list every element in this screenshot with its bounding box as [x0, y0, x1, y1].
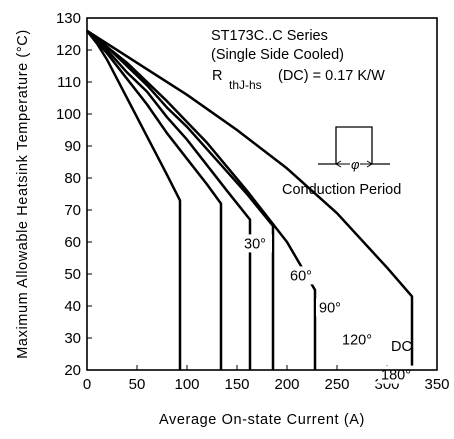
y-tick-label: 120 [56, 42, 81, 59]
rth-symbol: R [212, 68, 222, 84]
y-tick-label: 100 [56, 106, 81, 123]
y-tick-label: 20 [64, 362, 81, 379]
y-tick-label: 60 [64, 234, 81, 251]
y-tick-label: 30 [64, 330, 81, 347]
y-axis-label: Maximum Allowable Heatsink Temperature (… [15, 29, 31, 359]
series-line-2 [86, 29, 252, 370]
rth-value: (DC) = 0.17 K/W [278, 68, 385, 84]
conduction-period-label: Conduction Period [282, 182, 401, 198]
x-tick-label: 100 [174, 376, 199, 393]
series-label-5: DC [391, 339, 412, 355]
cooling-type: (Single Side Cooled) [211, 47, 344, 63]
phi-symbol: φ [351, 157, 360, 172]
series-label-bg [388, 336, 410, 355]
series-labels: 30° 60° 90°120° 180° DC [241, 234, 418, 384]
series-label-bg [316, 298, 347, 317]
series-label-4: 180° [381, 368, 411, 384]
x-tick-label: 250 [324, 376, 349, 393]
conduction-arrow [335, 160, 373, 168]
x-tick-label: 50 [129, 376, 146, 393]
x-tick-label: 350 [424, 376, 449, 393]
series-label-bg [241, 234, 272, 253]
x-axis-label: Average On-state Current (A) [159, 412, 365, 428]
annotation-box: ST173C..C Series (Single Side Cooled) R … [211, 28, 385, 92]
y-tick-label: 40 [64, 298, 81, 315]
series-label-bg [339, 330, 379, 349]
plot-frame [86, 17, 438, 371]
y-tick-label: 130 [56, 10, 81, 27]
series-line-0 [86, 30, 182, 370]
series-label-1: 60° [290, 268, 312, 284]
series-label-2: 90° [319, 300, 341, 316]
y-tick-label: 70 [64, 202, 81, 219]
axis-ticks: 0 50 100 150 200 250 300 3502030405060708090100… [56, 10, 450, 393]
y-tick-label: 80 [64, 170, 81, 187]
conduction-inset: φ Conduction Period [282, 126, 401, 198]
series-label-0: 30° [244, 236, 266, 252]
y-tick-label: 50 [64, 266, 81, 283]
y-tick-label: 110 [57, 74, 81, 91]
x-tick-label: 200 [274, 376, 299, 393]
y-tick-label: 90 [64, 138, 81, 155]
conduction-waveform [318, 126, 390, 165]
series-name: ST173C..C Series [211, 28, 328, 44]
series-line-1 [86, 29, 223, 370]
series-label-3: 120° [342, 332, 372, 348]
x-tick-label: 0 [83, 376, 91, 393]
x-tick-label: 150 [224, 376, 249, 393]
series-line-3 [86, 29, 275, 370]
series-label-bg [287, 266, 318, 285]
series-line-5 [86, 29, 414, 370]
rth-subscript: thJ-hs [229, 78, 262, 92]
